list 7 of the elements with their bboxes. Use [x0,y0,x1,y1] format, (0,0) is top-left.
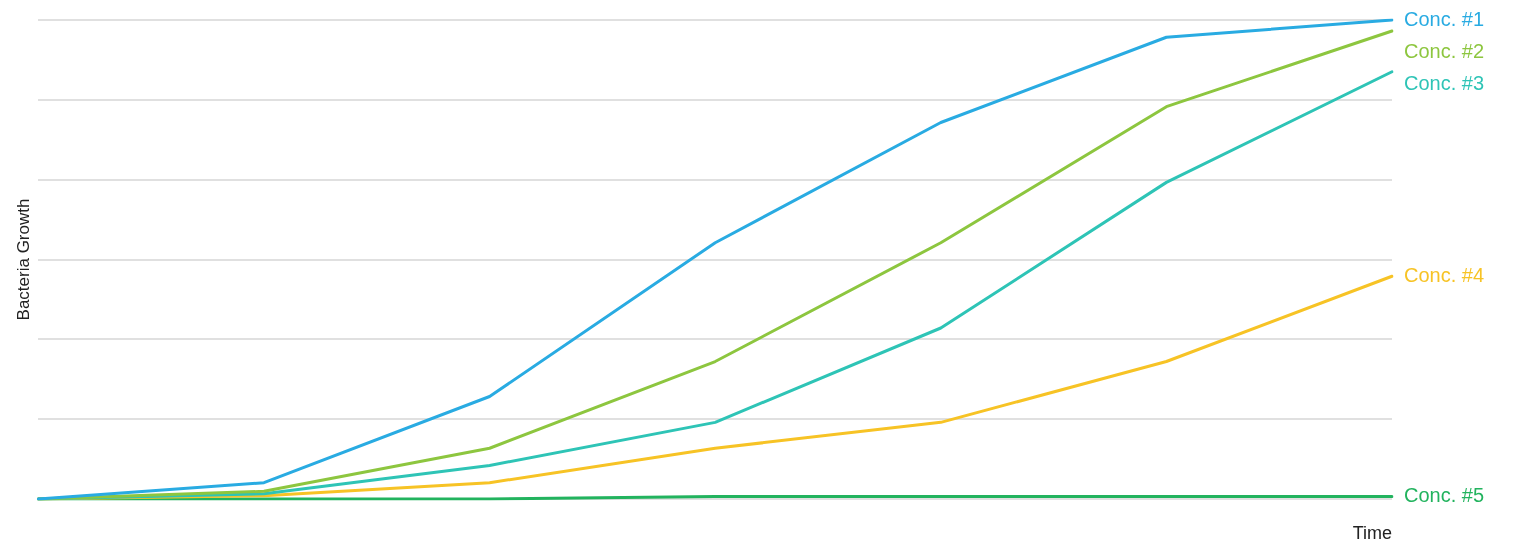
series-label: Conc. #2 [1404,39,1485,62]
series-label: Conc. #1 [1404,7,1485,30]
y-axis-title: Bacteria Growth [13,198,33,321]
x-axis-title: Time [1352,523,1392,544]
series-label: Conc. #5 [1404,484,1485,507]
series-label: Conc. #3 [1404,71,1485,94]
series-label: Conc. #4 [1404,263,1485,286]
